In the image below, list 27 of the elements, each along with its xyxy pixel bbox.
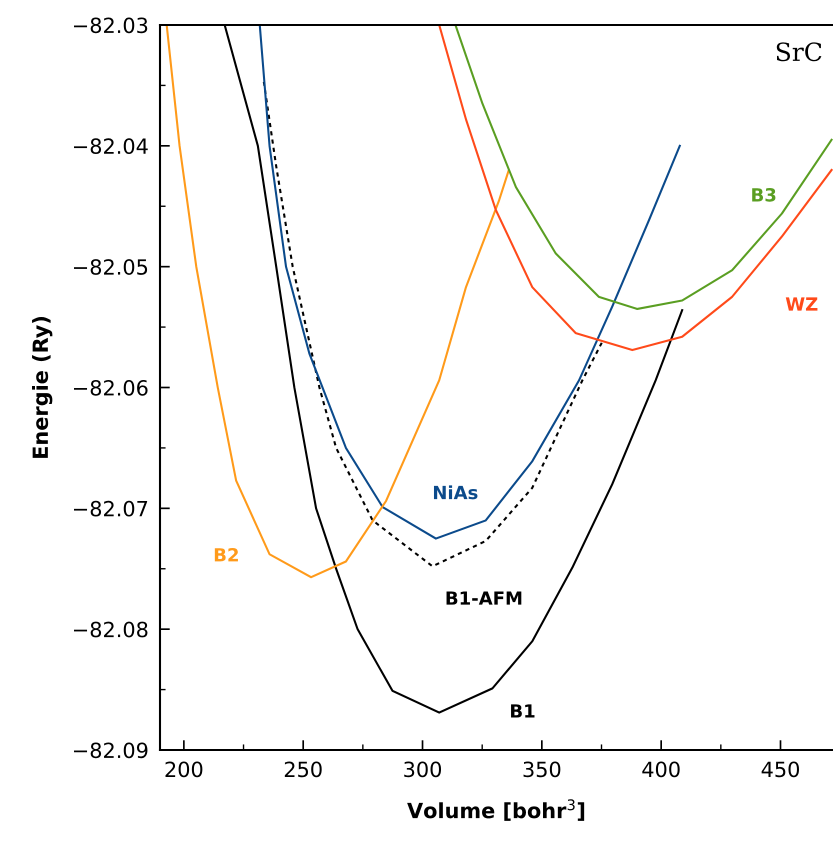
line-series [258,25,681,540]
y-axis-title: Energie (Ry) [32,316,52,458]
x-tick-label: 250 [284,761,322,778]
series-label: NiAs [434,485,478,500]
y-tick-label: −82.05 [74,259,148,275]
x-tick-label: 400 [642,761,680,778]
series-label: B1 [511,704,534,718]
series-label: B1-AFM [446,591,522,605]
y-tick-label: −82.07 [74,500,148,517]
x-tick-label: 300 [404,761,442,778]
x-tick-label: 350 [524,761,560,778]
line-series [262,80,603,568]
y-tick-label: −82.09 [74,742,148,758]
series-label: B3 [752,188,776,202]
line-series [438,25,833,352]
series-label: B2 [214,548,238,562]
y-tick-label: −82.06 [74,380,148,396]
y-tick-label: −82.04 [74,138,148,154]
y-tick-label: −82.03 [74,17,148,34]
annotation: SrC [776,42,822,62]
text: WZ [786,297,818,311]
x-tick-label: 450 [762,761,799,778]
x-tick-label: 200 [166,761,202,778]
y-tick-label: −82.08 [74,622,148,638]
line-series [454,25,833,310]
line-series [166,25,510,578]
x-axis-title: Volume [bohr$^{3}$] [407,799,584,821]
